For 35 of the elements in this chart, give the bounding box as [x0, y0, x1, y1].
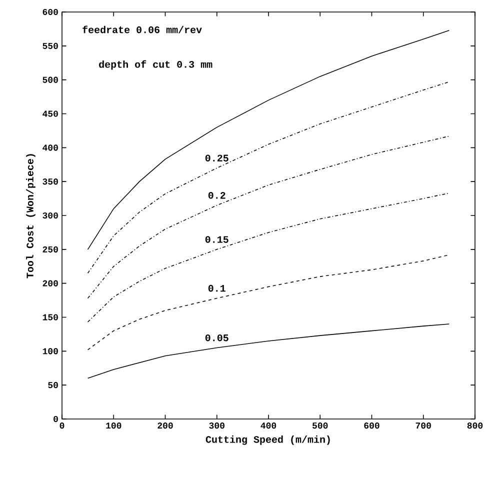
x-tick-label: 800: [467, 422, 483, 429]
y-tick-label: 50: [48, 382, 58, 388]
x-tick-label: 0: [60, 422, 64, 429]
y-tick-label: 150: [42, 314, 58, 320]
y-tick-label: 200: [42, 280, 58, 286]
annotation: feedrate 0.06 mm/rev: [82, 26, 202, 34]
annotation: depth of cut 0.3 mm: [99, 60, 212, 70]
line-series: [87, 136, 450, 299]
x-tick-label: 700: [416, 422, 431, 429]
series-label: 0.25: [205, 154, 228, 162]
y-tick-label: 500: [42, 76, 58, 83]
y-tick-label: 600: [42, 8, 58, 16]
series-label: 0.2: [208, 192, 226, 199]
line-series: [87, 254, 450, 350]
line-series: [87, 81, 450, 274]
y-tick-label: 100: [42, 348, 58, 354]
y-tick-label: 550: [42, 42, 58, 49]
x-tick-label: 500: [312, 422, 328, 429]
x-tick-label: 300: [209, 422, 224, 429]
x-axis-title: Cutting Speed (m/min): [206, 436, 330, 445]
y-tick-label: 350: [42, 178, 58, 185]
line-series: [87, 192, 450, 322]
y-tick-label: 0: [54, 416, 58, 422]
series-label: 0.05: [205, 334, 228, 342]
series-label: 0.1: [208, 284, 226, 292]
y-tick-label: 300: [42, 212, 58, 219]
x-tick-label: 200: [158, 422, 173, 429]
y-axis-title: Tool Cost (Won/piece): [26, 154, 36, 278]
x-tick-label: 400: [260, 422, 276, 429]
y-tick-label: 450: [42, 110, 58, 117]
y-tick-label: 250: [42, 246, 58, 252]
y-tick-label: 400: [42, 144, 58, 151]
series-label: 0.15: [205, 236, 228, 243]
x-tick-label: 100: [106, 422, 122, 429]
x-tick-label: 600: [364, 422, 380, 429]
